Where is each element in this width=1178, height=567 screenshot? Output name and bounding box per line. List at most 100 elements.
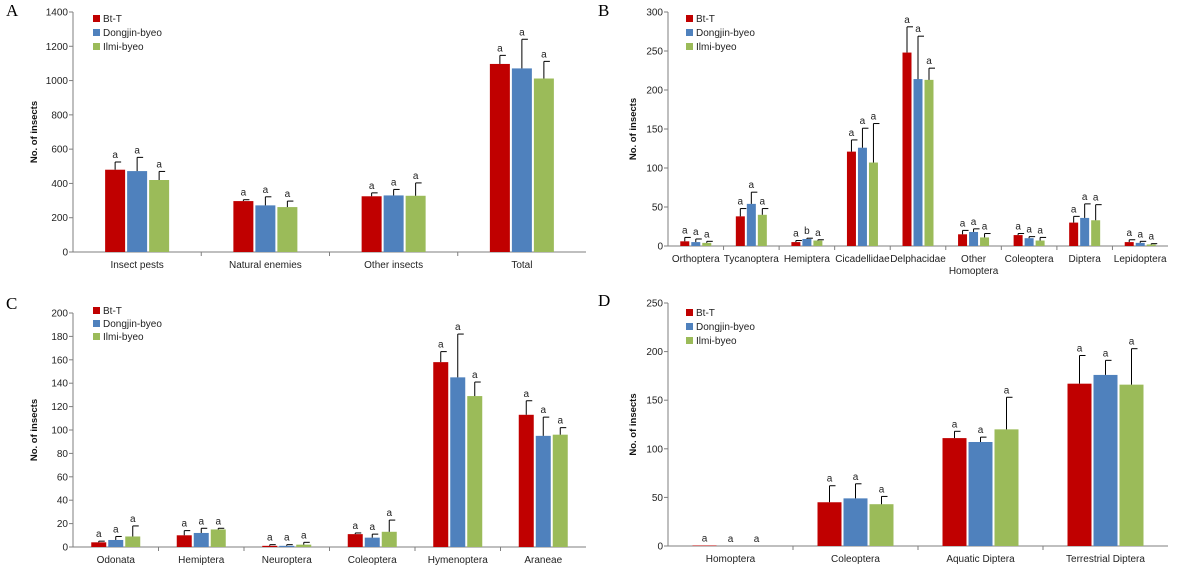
bar <box>1119 384 1144 546</box>
y-tick-label: 20 <box>57 519 69 530</box>
x-category-label: Insect pests <box>110 260 163 271</box>
significance-letter: a <box>198 516 204 527</box>
legend-label: Dongjin-byeo <box>696 28 755 39</box>
x-category-label: Other insects <box>364 260 423 271</box>
y-tick-label: 1200 <box>46 42 69 53</box>
significance-letter: a <box>391 177 397 188</box>
bar <box>1080 217 1090 246</box>
bar <box>802 238 812 246</box>
significance-letter: a <box>301 530 307 541</box>
y-tick-label: 0 <box>657 542 663 553</box>
significance-letter: a <box>728 534 734 545</box>
y-tick-label: 50 <box>652 203 664 214</box>
y-tick-label: 100 <box>646 164 663 175</box>
x-category-label: Natural enemies <box>229 260 302 271</box>
significance-letter: a <box>1004 385 1010 396</box>
significance-letter: a <box>134 145 140 156</box>
bar <box>846 151 856 246</box>
significance-letter: a <box>284 533 290 544</box>
significance-letter: a <box>1077 343 1083 354</box>
y-tick-label: 150 <box>646 396 663 407</box>
bar <box>1067 383 1092 546</box>
y-tick-label: 200 <box>51 309 68 320</box>
bar <box>383 195 404 252</box>
significance-letter: a <box>523 389 529 400</box>
y-tick-label: 180 <box>51 332 68 343</box>
y-tick-label: 200 <box>646 86 663 97</box>
bar <box>127 171 148 252</box>
y-tick-label: 80 <box>57 449 69 460</box>
bar <box>405 195 426 252</box>
significance-letter: a <box>352 521 358 532</box>
bar <box>489 63 510 252</box>
legend-swatch <box>93 307 100 314</box>
bar <box>296 544 312 547</box>
bar <box>1124 242 1134 246</box>
y-tick-label: 160 <box>51 355 68 366</box>
x-category-label: Neuroptera <box>262 555 312 566</box>
significance-letter: a <box>815 228 821 239</box>
y-tick-label: 1400 <box>46 8 69 19</box>
bar <box>176 535 192 547</box>
significance-letter: a <box>1071 204 1077 215</box>
y-axis-label: No. of insects <box>628 393 639 455</box>
bar <box>552 434 568 547</box>
legend-label: Bt-T <box>103 14 122 25</box>
significance-letter: a <box>438 340 444 351</box>
significance-letter: a <box>285 189 291 200</box>
legend-swatch <box>686 309 693 316</box>
bar <box>279 545 295 547</box>
significance-letter: a <box>156 159 162 170</box>
significance-letter: a <box>702 534 708 545</box>
bar <box>868 162 878 246</box>
y-tick-label: 50 <box>652 493 664 504</box>
significance-letter: a <box>871 112 877 123</box>
bar <box>433 362 449 547</box>
significance-letter: a <box>541 49 547 60</box>
y-tick-label: 200 <box>51 213 68 224</box>
y-tick-label: 1000 <box>46 76 69 87</box>
bar <box>108 539 124 547</box>
legend-label: Ilmi-byeo <box>103 332 144 343</box>
bar <box>1035 240 1045 246</box>
significance-letter: a <box>1037 225 1043 236</box>
legend-swatch <box>686 15 693 22</box>
significance-letter: a <box>267 533 273 544</box>
chart-panel-a: A 0 200 400 600 800 1000 1200 1400 No. of insects… <box>6 1 586 271</box>
bar <box>843 498 868 546</box>
bar <box>969 231 979 246</box>
y-tick-label: 0 <box>62 543 68 554</box>
x-category-label: Odonata <box>97 555 136 566</box>
significance-letter: a <box>1082 192 1088 203</box>
bar <box>1093 374 1118 546</box>
bar <box>980 237 990 246</box>
y-tick-label: 250 <box>646 47 663 58</box>
legend-swatch <box>686 323 693 330</box>
bar <box>958 234 968 246</box>
y-tick-label: 0 <box>657 242 663 253</box>
significance-letter: a <box>960 218 966 229</box>
y-tick-label: 800 <box>51 110 68 121</box>
legend-swatch <box>93 43 100 50</box>
bar <box>817 502 842 546</box>
bar <box>262 545 278 547</box>
x-category-label: Aquatic Diptera <box>946 554 1015 565</box>
significance-letter: a <box>1137 229 1143 240</box>
x-category-label: Other <box>961 254 987 265</box>
y-tick-label: 150 <box>646 125 663 136</box>
bar <box>913 79 923 246</box>
bar <box>735 216 745 246</box>
significance-letter: a <box>1126 228 1132 239</box>
bar <box>1146 244 1156 246</box>
chart-panel-d: D 0 50 100 150 200 250 No. of insects Homoptera a… <box>598 291 1168 565</box>
legend-label: Ilmi-byeo <box>103 42 144 53</box>
x-category-label: Delphacidae <box>890 254 946 265</box>
x-category-label: Tycanoptera <box>724 254 779 265</box>
bar <box>91 542 107 547</box>
legend-label: Bt-T <box>103 306 122 317</box>
bar <box>450 377 466 547</box>
bar <box>149 180 170 252</box>
significance-letter: a <box>215 516 221 527</box>
x-category-label: Hemiptera <box>178 555 225 566</box>
